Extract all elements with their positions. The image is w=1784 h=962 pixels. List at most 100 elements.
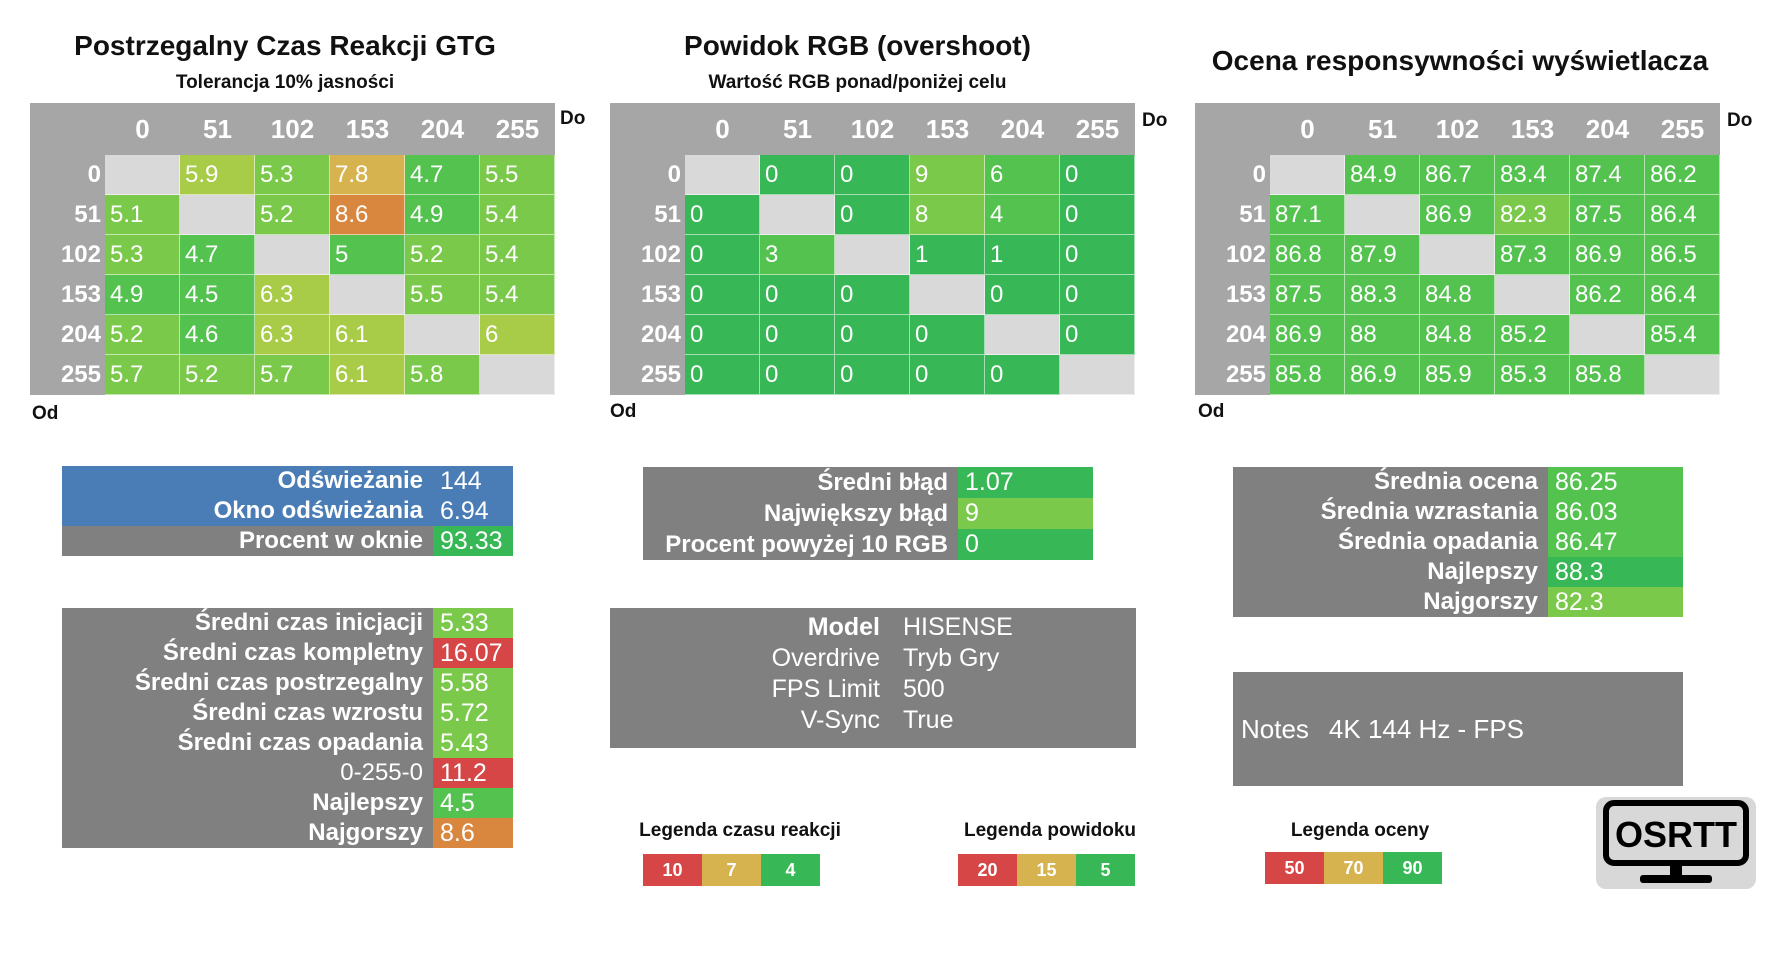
matrix-col-header: 0 [135, 113, 150, 144]
legend-swatch: 10 [643, 854, 702, 886]
device-label: FPS Limit [771, 675, 880, 703]
matrix-row: 204 86.9 88 84.8 85.2 85.4 [1195, 315, 1720, 355]
matrix-value-cell: 4.9 [405, 195, 480, 235]
matrix-value-cell: 85.4 [1645, 315, 1720, 355]
refresh-panel: Odświeżanie 144 Okno odświeżania 6.94 Procen… [62, 466, 513, 556]
matrix-row: 0 5.9 5.3 7.8 4.7 5.5 [30, 155, 555, 195]
gtg-do-label: Do [560, 108, 586, 129]
timing-value: 5.58 [433, 668, 513, 698]
overshoot-legend: 20 15 5 [958, 854, 1135, 886]
matrix-value-cell: 5.4 [480, 275, 555, 315]
matrix-value-cell: 0 [760, 355, 835, 395]
timing-label: Średni czas opadania [177, 729, 423, 756]
legend-swatch: 4 [761, 854, 820, 886]
matrix-col-header: 204 [1000, 113, 1045, 144]
scores-value: 86.03 [1548, 497, 1683, 527]
timing-row: 0-255-0 11.2 [62, 758, 513, 788]
matrix-value-cell: 6.3 [255, 275, 330, 315]
matrix-value-cell: 5 [330, 235, 405, 275]
matrix-row-header: 204 [640, 321, 681, 348]
timing-value: 5.43 [433, 728, 513, 758]
device-row: Overdrive Tryb Gry [610, 643, 1136, 674]
matrix-value-cell: 0 [760, 155, 835, 195]
matrix-value-cell: 0 [760, 315, 835, 355]
timing-label: Najgorszy [308, 819, 423, 846]
device-value: True [903, 706, 954, 734]
matrix-row: 204 0 0 0 0 0 [610, 315, 1135, 355]
matrix-diagonal-cell [985, 315, 1060, 355]
matrix-value-cell: 6 [480, 315, 555, 355]
matrix-value-cell: 6.1 [330, 315, 405, 355]
matrix-col-header: 255 [1075, 113, 1120, 144]
matrix-value-cell: 6.3 [255, 315, 330, 355]
legend-swatch: 7 [702, 854, 761, 886]
matrix-diagonal-cell [405, 315, 480, 355]
matrix-diagonal-cell [685, 155, 760, 195]
timing-row: Średni czas opadania 5.43 [62, 728, 513, 758]
matrix-value-cell: 0 [685, 315, 760, 355]
matrix-diagonal-cell [330, 275, 405, 315]
matrix-value-cell: 5.4 [480, 195, 555, 235]
matrix-value-cell: 86.4 [1645, 275, 1720, 315]
errors-label: Średni błąd [817, 468, 948, 496]
scores-label: Najlepszy [1427, 558, 1538, 585]
scores-row: Średnia opadania 86.47 [1233, 527, 1683, 557]
timing-row: Średni czas kompletny 16.07 [62, 638, 513, 668]
matrix-row-header: 255 [1225, 361, 1266, 388]
matrix-row: 255 85.8 86.9 85.9 85.3 85.8 [1195, 355, 1720, 395]
score-legend: 50 70 90 [1265, 852, 1442, 884]
matrix-corner [30, 103, 105, 155]
matrix-row: 204 5.2 4.6 6.3 6.1 6 [30, 315, 555, 355]
device-info-panel: Model HISENSE Overdrive Tryb Gry FPS Limit 50… [610, 608, 1136, 748]
timing-label: Średni czas kompletny [162, 639, 423, 666]
refresh-row: Okno odświeżania 6.94 [62, 496, 513, 526]
matrix-value-cell: 0 [685, 195, 760, 235]
matrix-corner [610, 103, 685, 155]
matrix-row: 153 0 0 0 0 0 [610, 275, 1135, 315]
matrix-row-header: 255 [60, 361, 101, 388]
gtg-matrix: 0 51 102 153 204 255 0 5.9 5.3 7.8 4.7 5.5 51 5.1 5.2 8… [30, 103, 555, 395]
matrix-value-cell: 85.2 [1495, 315, 1570, 355]
matrix-value-cell: 87.1 [1270, 195, 1345, 235]
overshoot-matrix: 0 51 102 153 204 255 0 0 0 9 6 0 51 0 0 8 4 0 102 0 3 1 1 0 153 0… [610, 103, 1135, 395]
score-od-label: Od [1198, 401, 1225, 422]
matrix-row: 255 0 0 0 0 0 [610, 355, 1135, 395]
matrix-row-header: 102 [640, 241, 681, 268]
device-row: V-Sync True [610, 705, 1136, 736]
matrix-row-header: 51 [74, 201, 101, 228]
matrix-row-header: 0 [87, 161, 101, 188]
matrix-value-cell: 0 [985, 355, 1060, 395]
matrix-row: 0 84.9 86.7 83.4 87.4 86.2 [1195, 155, 1720, 195]
timing-row: Średni czas postrzegalny 5.58 [62, 668, 513, 698]
matrix-value-cell: 86.9 [1420, 195, 1495, 235]
device-value: HISENSE [903, 613, 1013, 641]
matrix-value-cell: 7.8 [330, 155, 405, 195]
matrix-row: 102 0 3 1 1 0 [610, 235, 1135, 275]
matrix-col-header: 0 [1300, 113, 1315, 144]
matrix-col-header: 204 [1585, 113, 1630, 144]
matrix-value-cell: 0 [835, 155, 910, 195]
matrix-row: 255 5.7 5.2 5.7 6.1 5.8 [30, 355, 555, 395]
matrix-row-header: 204 [60, 321, 101, 348]
timing-label: Najlepszy [312, 789, 423, 816]
notes-panel: Notes 4K 144 Hz - FPS [1233, 672, 1683, 786]
refresh-row: Odświeżanie 144 [62, 466, 513, 496]
errors-row: Średni błąd 1.07 [643, 467, 1093, 498]
matrix-diagonal-cell [1060, 355, 1135, 395]
overshoot-legend-title: Legenda powidoku [963, 820, 1137, 841]
matrix-row-header: 153 [60, 281, 101, 308]
refresh-label: Okno odświeżania [62, 496, 433, 526]
timing-label: 0-255-0 [340, 759, 423, 786]
errors-row: Procent powyżej 10 RGB 0 [643, 529, 1093, 560]
scores-label: Średnia ocena [1373, 468, 1538, 495]
matrix-row: 153 4.9 4.5 6.3 5.5 5.4 [30, 275, 555, 315]
errors-label: Procent powyżej 10 RGB [665, 530, 948, 558]
timing-value: 4.5 [433, 788, 513, 818]
matrix-value-cell: 1 [910, 235, 985, 275]
matrix-diagonal-cell [1345, 195, 1420, 235]
gtg-title: Postrzegalny Czas Reakcji GTG [74, 30, 496, 61]
legend-swatch: 90 [1383, 852, 1442, 884]
logo-text: OSRTT [1615, 814, 1737, 855]
matrix-value-cell: 87.4 [1570, 155, 1645, 195]
matrix-col-header: 204 [420, 113, 465, 144]
